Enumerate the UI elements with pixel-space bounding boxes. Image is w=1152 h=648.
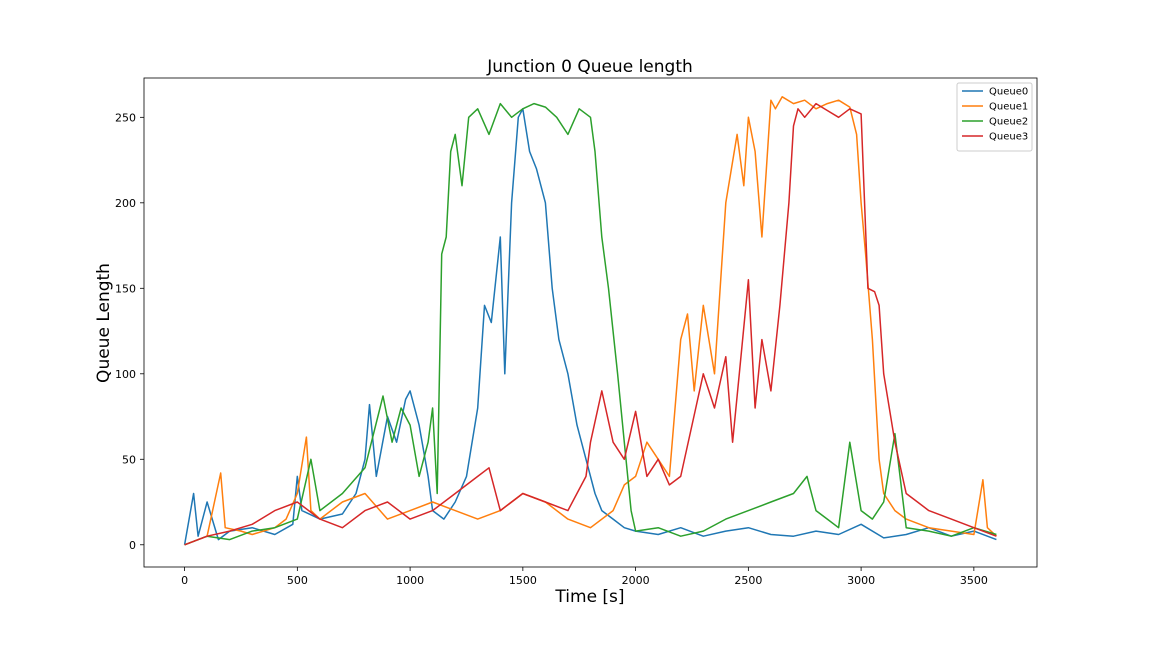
chart-title: Junction 0 Queue length <box>486 57 693 77</box>
x-tick-label: 500 <box>287 574 308 587</box>
series-line-queue3 <box>184 102 997 546</box>
x-tick-label: 0 <box>181 574 188 587</box>
series-line-queue0 <box>183 108 997 545</box>
x-tick-label: 3500 <box>960 574 988 587</box>
x-tick-label: 1500 <box>509 574 537 587</box>
legend-label: Queue1 <box>989 102 1028 113</box>
y-axis-ticks: 0 50 100 150 200 250 <box>115 111 144 552</box>
y-axis-label: Queue Length <box>94 263 114 383</box>
legend-label: Queue0 <box>989 87 1028 98</box>
x-tick-label: 2500 <box>734 574 762 587</box>
plot-area <box>143 77 1038 568</box>
legend-label: Queue2 <box>989 117 1028 128</box>
x-axis-ticks: 0 500 1000 1500 2000 2500 3000 3500 <box>181 567 988 587</box>
y-tick-label: 0 <box>129 539 136 552</box>
y-tick-label: 50 <box>122 453 136 466</box>
x-tick-label: 2000 <box>622 574 650 587</box>
x-tick-label: 1000 <box>396 574 424 587</box>
y-tick-label: 100 <box>115 368 136 381</box>
y-tick-label: 150 <box>115 282 136 295</box>
legend-box <box>956 82 1033 152</box>
legend: Queue0 Queue1 Queue2 Queue3 <box>956 82 1033 152</box>
legend-label: Queue3 <box>989 132 1028 143</box>
y-tick-label: 250 <box>115 111 136 124</box>
series-layer <box>183 96 997 546</box>
x-tick-label: 3000 <box>847 574 875 587</box>
y-tick-label: 200 <box>115 197 136 210</box>
series-line-queue2 <box>184 102 997 546</box>
x-axis-label: Time [s] <box>554 587 624 607</box>
